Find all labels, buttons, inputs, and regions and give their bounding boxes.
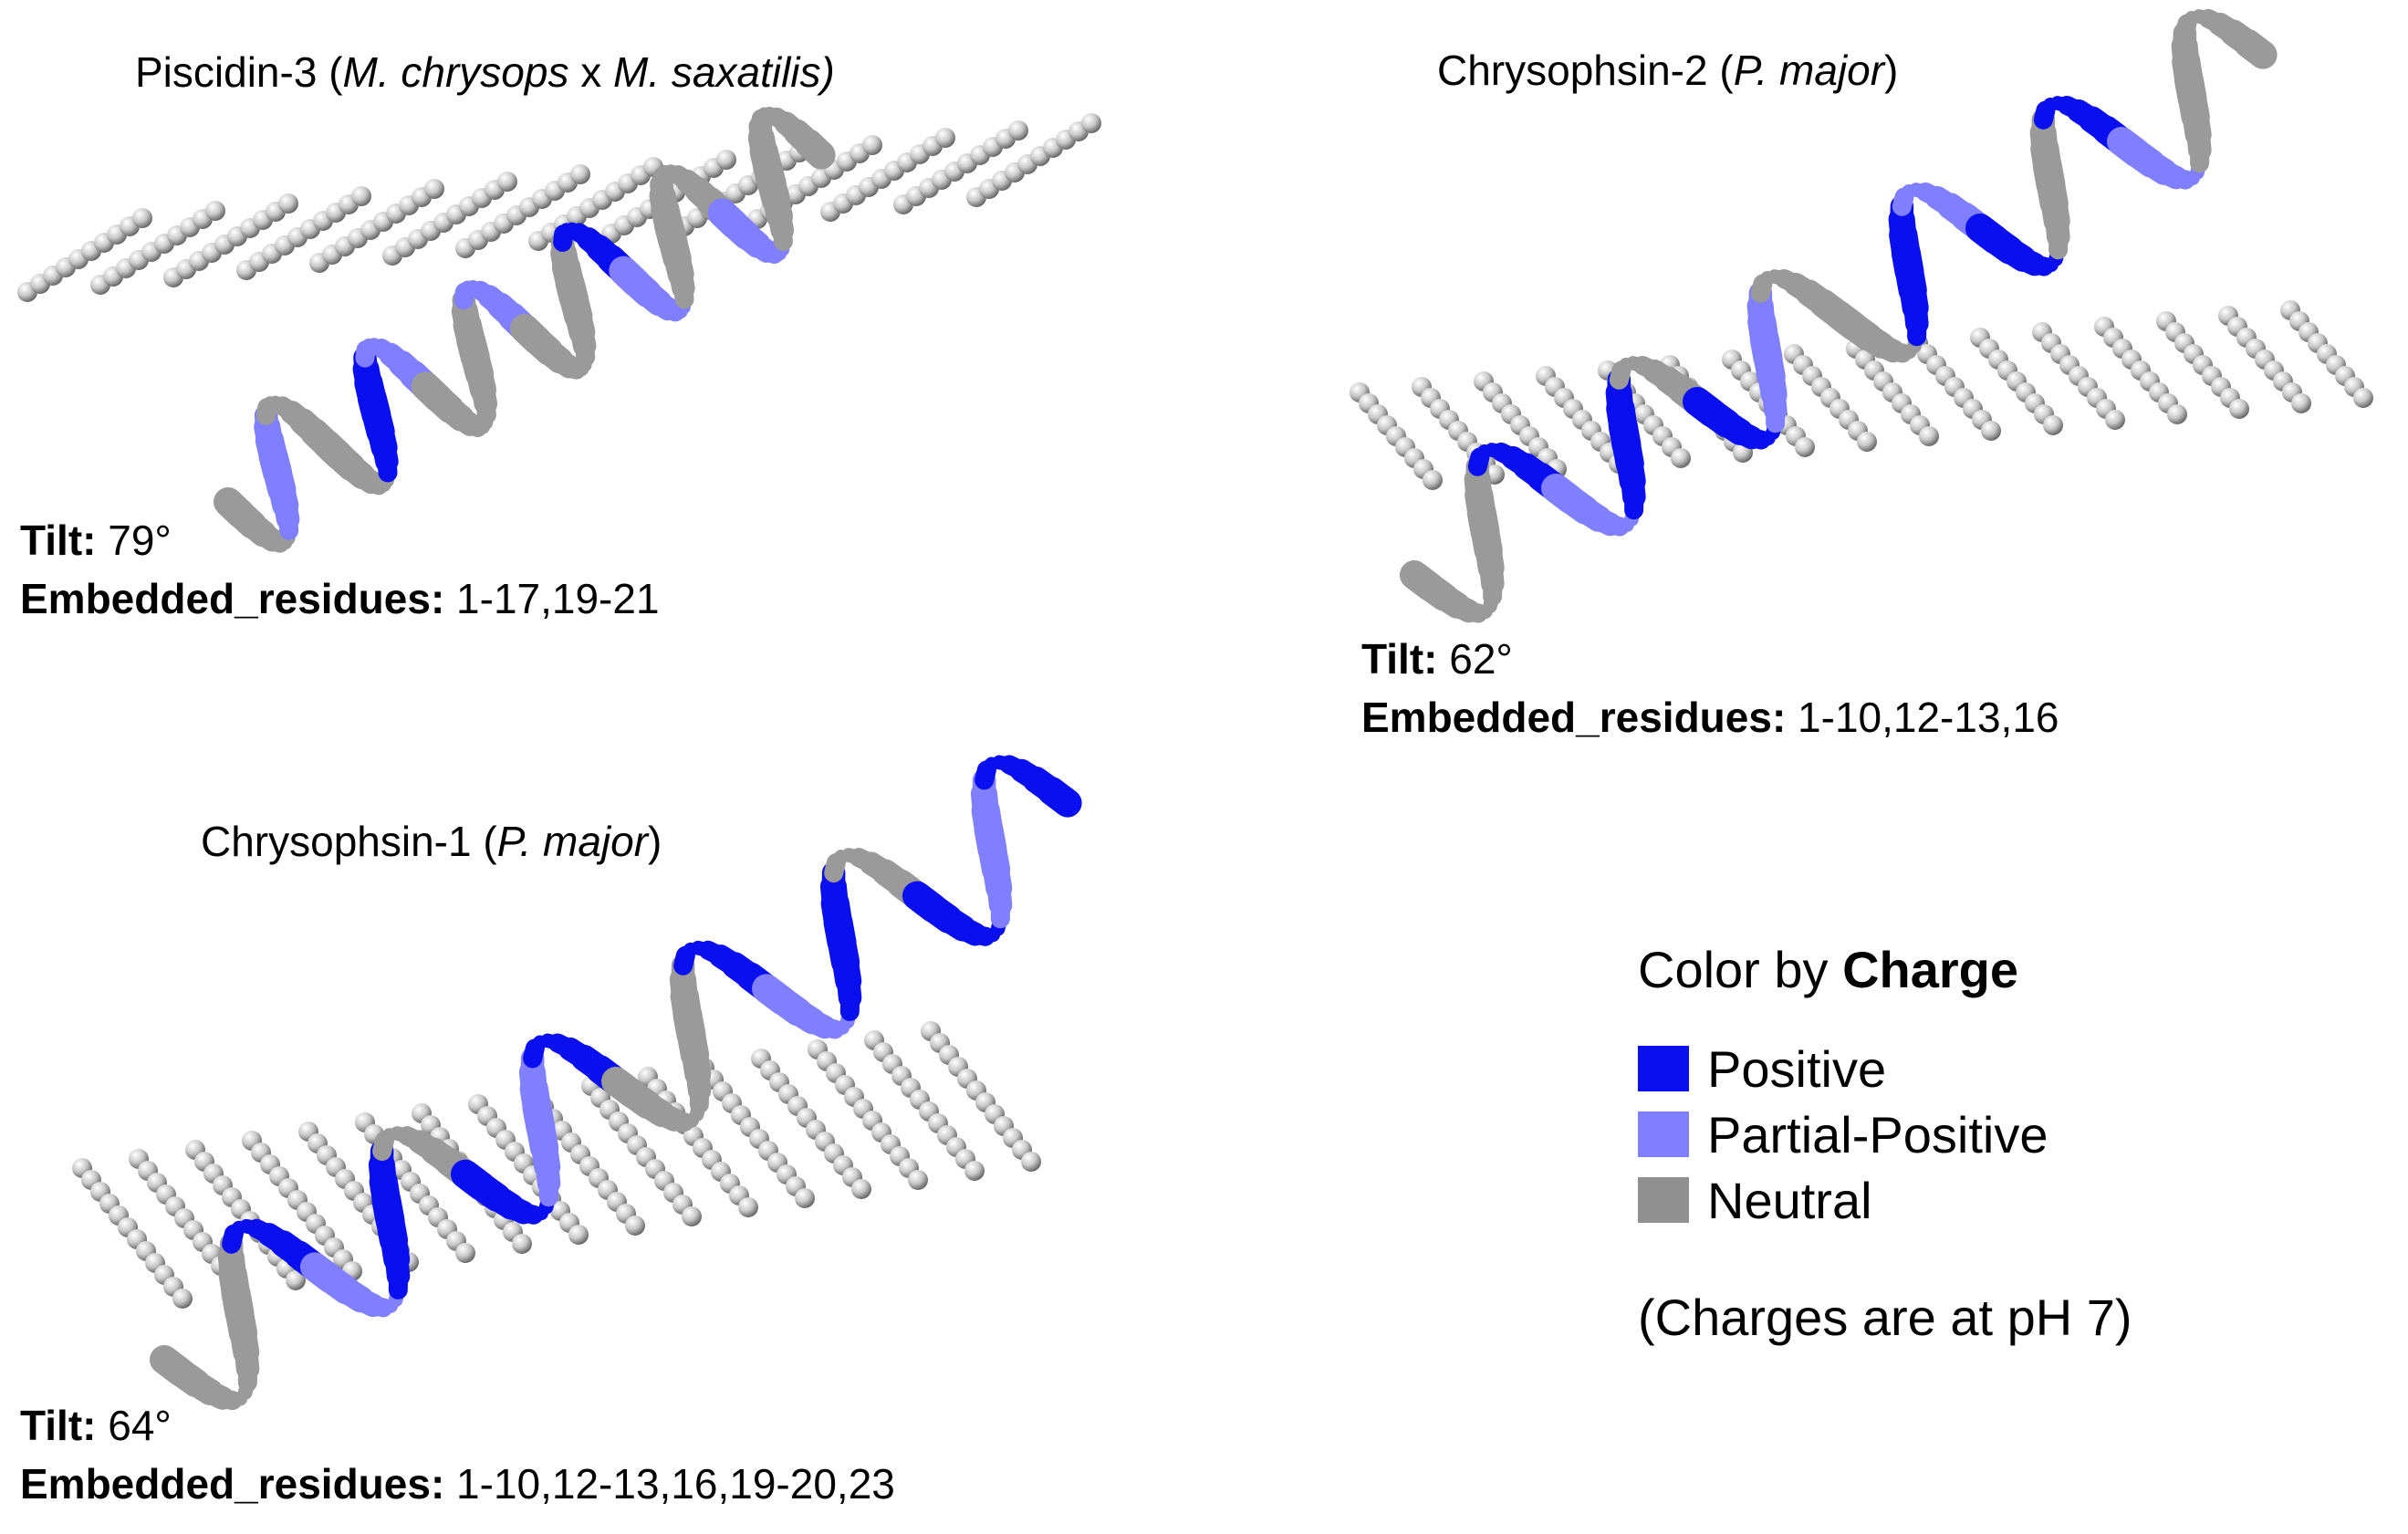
panel-stats-chrysophsin-1: Tilt: 64° Embedded_residues: 1-10,12-13,… [20,1396,895,1513]
membrane-helix-scene-piscidin-3 [17,106,1101,553]
panel-stats-chrysophsin-2: Tilt: 62° Embedded_residues: 1-10,12-13,… [1361,630,2059,746]
peptide-name: Chrysophsin-1 [201,818,472,865]
embedded-label: Embedded_residues: [20,1460,445,1508]
lipid-bead [512,1234,532,1254]
organism-paren-close: ) [1884,47,1899,94]
lipid-bead [2167,404,2187,424]
embedded-value: 1-10,12-13,16 [1786,694,2059,741]
lipid-bead [908,1170,928,1190]
panel-title-piscidin-3: Piscidin-3 (M. chrysops x M. saxatilis) [135,47,835,97]
lipid-bead [1671,448,1691,468]
helix-ribbon [150,755,1082,1411]
legend-swatch-positive [1638,1046,1689,1091]
lipid-bead [2353,388,2373,408]
tilt-label: Tilt: [20,517,97,564]
embedded-line: Embedded_residues: 1-10,12-13,16 [1361,688,2059,746]
charge-legend: Color by Charge Positive Partial-Positiv… [1638,940,2132,1347]
peptide-name: Piscidin-3 [135,48,318,96]
tilt-value: 62° [1437,635,1513,683]
embedded-line: Embedded_residues: 1-10,12-13,16,19-20,2… [20,1455,895,1513]
lipid-bead [1919,426,1939,446]
organism-paren-open: ( [1719,47,1734,94]
lipid-bead [205,201,225,221]
lipid-bead-grid [17,113,1101,302]
tilt-label: Tilt: [1361,635,1438,683]
membrane-helix-scene-chrysophsin-2 [1350,8,2373,623]
lipid-bead [570,164,590,184]
lipid-bead [455,1243,475,1263]
lipid-bead [568,1225,589,1245]
legend-title-prefix: Color by [1638,941,1843,998]
helix-ribbon [1400,8,2278,623]
lipid-bead [2291,393,2311,413]
lipid-bead [172,1289,193,1309]
lipid-bead [2229,399,2249,419]
organism-paren-close: ) [648,818,662,865]
helix-ribbon [214,106,836,553]
embedded-line: Embedded_residues: 1-17,19-21 [20,569,660,628]
helix-segment [794,129,836,170]
lipid-bead [132,208,152,228]
embedded-value: 1-10,12-13,16,19-20,23 [444,1460,895,1508]
legend-swatch-partial-positive [1638,1111,1689,1157]
legend-label-positive: Positive [1707,1039,1887,1098]
lipid-bead [625,1216,645,1236]
organism-a: M. chrysops [342,48,569,96]
tilt-line: Tilt: 62° [1361,630,2059,688]
legend-swatch-neutral [1638,1177,1689,1223]
helix-segment [2233,28,2278,69]
embedded-label: Embedded_residues: [20,575,445,622]
legend-label-partial-positive: Partial-Positive [1707,1105,2048,1164]
tilt-value: 64° [96,1402,172,1449]
lipid-bead [497,172,517,192]
lipid-bead [738,1197,758,1217]
lipid-bead [2105,410,2125,430]
lipid-bead [278,193,298,214]
organism-b: M. saxatilis) [613,48,835,96]
organism-paren-open: ( [483,818,497,865]
lipid-bead [1021,1152,1041,1172]
legend-label-neutral: Neutral [1707,1171,1872,1229]
lipid-bead [935,128,955,148]
tilt-line: Tilt: 79° [20,511,660,569]
legend-item-positive: Positive [1638,1036,2132,1101]
embedded-label: Embedded_residues: [1361,694,1787,741]
lipid-bead [1081,113,1101,133]
tilt-label: Tilt: [20,1402,97,1449]
lipid-bead [1857,432,1877,452]
embedded-value: 1-17,19-21 [444,575,660,622]
organism: P. major [496,818,649,865]
legend-title-bold: Charge [1842,941,2019,998]
tilt-value: 79° [96,517,172,564]
panel-title-chrysophsin-1: Chrysophsin-1 (P. major) [201,817,662,866]
lipid-bead [1008,120,1028,141]
lipid-bead [964,1161,985,1181]
tilt-line: Tilt: 64° [20,1396,895,1455]
lipid-bead [851,1179,871,1199]
organism-paren: ( [328,48,343,96]
lipid-bead [795,1188,815,1208]
panel-stats-piscidin-3: Tilt: 79° Embedded_residues: 1-17,19-21 [20,511,660,628]
legend-title: Color by Charge [1638,940,2132,999]
organism-x: x [568,48,614,96]
legend-item-partial-positive: Partial-Positive [1638,1101,2132,1167]
organism: P. major [1733,47,1885,94]
lipid-bead [682,1206,702,1226]
panel-title-chrysophsin-2: Chrysophsin-2 (P. major) [1437,46,1898,95]
lipid-bead [1423,470,1443,490]
lipid-bead [1981,421,2001,441]
helix-segment [1037,776,1082,818]
legend-note: (Charges are at pH 7) [1638,1289,2132,1346]
lipid-bead [862,135,882,155]
lipid-bead [716,150,736,170]
lipid-bead [2043,415,2063,435]
lipid-bead [351,186,371,206]
lipid-bead [424,179,444,199]
membrane-helix-scene-chrysophsin-1 [72,755,1082,1411]
lipid-bead [1795,437,1815,457]
lipid-bead [286,1270,306,1290]
legend-item-neutral: Neutral [1638,1167,2132,1233]
peptide-name: Chrysophsin-2 [1437,47,1708,94]
